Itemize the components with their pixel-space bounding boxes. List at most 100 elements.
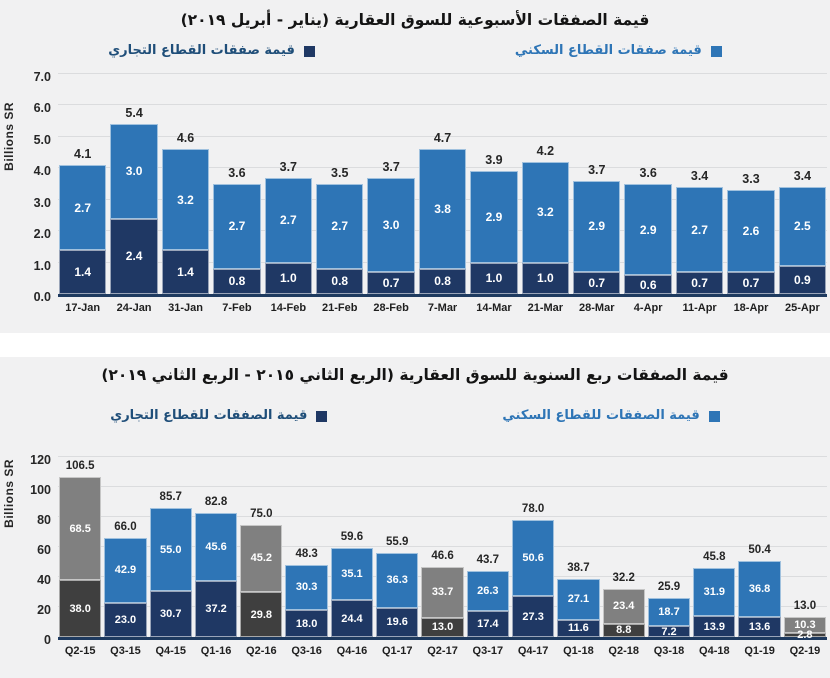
- x-tick-label: 21-Feb: [322, 302, 358, 314]
- total-label: 32.2: [612, 571, 635, 584]
- y-tick-label: 120: [30, 453, 51, 467]
- commercial-segment: 1.0: [470, 262, 518, 294]
- bar-14-Feb: 3.7 2.7 1.0: [264, 74, 313, 294]
- total-label: 3.6: [639, 166, 657, 180]
- total-label: 4.2: [536, 144, 555, 158]
- x-tick-label: Q4-16: [336, 645, 368, 657]
- x-tick-label: 14-Mar: [476, 302, 512, 314]
- weekly-y-axis: 7.0 6.0 5.0 4.0 3.0 2.0 1.0 0.0: [18, 70, 58, 304]
- total-label: 4.7: [433, 131, 452, 146]
- x-tick-label: 28-Feb: [373, 302, 409, 314]
- bar-Q4-16: 59.6 35.1 24.4: [330, 457, 374, 637]
- residential-segment: 2.9: [573, 180, 621, 272]
- residential-segment: 42.9: [104, 538, 147, 603]
- bar-Q1-19: 50.4 36.8 13.6: [738, 457, 781, 637]
- commercial-segment: 1.4: [161, 250, 210, 294]
- bar-Q3-17: 43.7 26.3 17.4: [466, 457, 509, 637]
- quarterly-chart-panel: قيمة الصفقات ربع السنوية للسوق العقارية …: [0, 357, 830, 678]
- bar-21-Feb: 3.5 2.7 0.8: [316, 74, 364, 294]
- y-tick-label: 4.0: [33, 164, 51, 179]
- x-tick-label: Q3-16: [291, 645, 322, 657]
- x-tick-label: Q4-17: [517, 645, 549, 657]
- total-label: 46.6: [431, 549, 454, 562]
- commercial-segment: 37.2: [194, 581, 238, 637]
- bar-Q2-18: 32.2 23.4 8.8: [602, 457, 645, 637]
- bar-4-Apr: 3.6 2.9 0.6: [624, 74, 672, 294]
- bar-18-Apr: 3.3 2.6 0.7: [727, 74, 775, 294]
- residential-segment: 3.8: [418, 149, 467, 269]
- residential-segment: 2.7: [316, 184, 364, 269]
- y-tick-label: 7.0: [33, 70, 51, 84]
- commercial-segment: 0.9: [778, 265, 827, 294]
- highlighted-commercial-segment: 38.0: [59, 580, 102, 637]
- residential-segment: 36.8: [738, 561, 781, 617]
- residential-swatch-icon: [710, 45, 722, 57]
- bar-31-Jan: 4.6 3.2 1.4: [161, 74, 210, 294]
- bar-11-Apr: 3.4 2.7 0.7: [675, 74, 724, 294]
- highlighted-residential-segment: 45.2: [240, 524, 283, 593]
- x-tick-label: Q2-18: [608, 645, 639, 657]
- total-label: 3.6: [228, 166, 246, 180]
- x-tick-label: 11-Apr: [682, 302, 717, 314]
- total-label: 78.0: [521, 503, 545, 516]
- total-label: 25.9: [657, 581, 681, 594]
- gridline: [58, 456, 827, 457]
- weekly-plot-area: 4.1 2.7 1.4 5.4 3.0 2.4 4.6 3.2 1.4 3.6 2.7 0.8 3.7 2…: [58, 73, 827, 297]
- total-label: 48.3: [295, 547, 318, 560]
- highlighted-residential-segment: 68.5: [59, 477, 102, 580]
- y-tick-label: 40: [37, 573, 51, 587]
- x-tick-label: 7-Feb: [222, 302, 252, 314]
- legend-item-residential: قيمة الصفقات للقطاع السكني: [502, 405, 720, 427]
- residential-segment: 35.1: [330, 547, 374, 601]
- bar-21-Mar: 4.2 3.2 1.0: [521, 74, 570, 294]
- bar-Q2-15: 106.5 68.5 38.0: [59, 457, 102, 637]
- residential-segment: 27.1: [557, 578, 600, 620]
- commercial-segment: 13.9: [693, 616, 736, 637]
- weekly-x-axis: 17-Jan 24-Jan 31-Jan 7-Feb 14-Feb 21-Feb 28-Fe…: [58, 297, 827, 314]
- x-tick-label: Q1-18: [563, 645, 594, 657]
- bar-Q1-18: 38.7 27.1 11.6: [557, 457, 600, 637]
- x-tick-label: 17-Jan: [65, 302, 101, 314]
- bar-Q3-16: 48.3 30.3 18.0: [285, 457, 328, 637]
- total-label: 85.7: [159, 491, 182, 504]
- y-tick-label: 0: [44, 633, 51, 647]
- commercial-segment: 30.7: [149, 590, 192, 637]
- total-label: 82.8: [204, 495, 228, 508]
- commercial-segment: 27.3: [511, 596, 555, 637]
- quarterly-chart-body: Billions SR 120 100 80 60 40 20 0 106.5 68.5 38.…: [0, 453, 830, 657]
- x-tick-label: 31-Jan: [168, 302, 203, 314]
- weekly-y-axis-title: Billions SR: [2, 102, 16, 171]
- gridline: [58, 516, 827, 517]
- total-label: 106.5: [65, 460, 95, 473]
- gridline: [58, 135, 827, 137]
- y-tick-label: 60: [37, 543, 51, 557]
- x-tick-label: Q1-17: [381, 645, 413, 657]
- quarterly-chart-title: قيمة الصفقات ربع السنوية للسوق العقارية …: [101, 366, 729, 384]
- residential-segment: 36.3: [376, 553, 419, 608]
- bar-Q2-17: 46.6 33.7 13.0: [421, 457, 464, 637]
- bar-24-Jan: 5.4 3.0 2.4: [110, 74, 158, 294]
- residential-segment: 55.0: [149, 508, 192, 591]
- commercial-segment: 2.4: [110, 218, 158, 294]
- residential-segment: 45.6: [194, 512, 238, 582]
- y-tick-label: 3.0: [33, 195, 51, 210]
- y-tick-label: 20: [37, 603, 51, 617]
- bar-7-Feb: 3.6 2.7 0.8: [213, 74, 261, 294]
- total-label: 13.0: [793, 600, 817, 613]
- bar-7-Mar: 4.7 3.8 0.8: [418, 74, 467, 294]
- x-tick-label: 25-Apr: [784, 302, 820, 314]
- residential-segment: 3.2: [161, 149, 210, 250]
- residential-segment: 50.6: [511, 520, 555, 597]
- weekly-chart-panel: قيمة الصفقات الأسبوعية للسوق العقارية (ي…: [0, 0, 830, 333]
- quarterly-y-axis: 120 100 80 60 40 20 0: [18, 453, 58, 647]
- residential-segment: 3.0: [367, 177, 415, 272]
- x-tick-label: 28-Mar: [579, 302, 615, 314]
- x-tick-label: Q3-18: [653, 645, 685, 657]
- quarterly-chart-legend: قيمة الصفقات للقطاع التجاري قيمة الصفقات…: [0, 405, 830, 427]
- x-tick-label: Q4-18: [699, 645, 730, 657]
- commercial-segment: 13.6: [738, 616, 781, 637]
- total-label: 3.4: [793, 169, 812, 184]
- highlighted-commercial-segment: 29.8: [240, 592, 283, 637]
- commercial-segment: 7.2: [647, 626, 691, 638]
